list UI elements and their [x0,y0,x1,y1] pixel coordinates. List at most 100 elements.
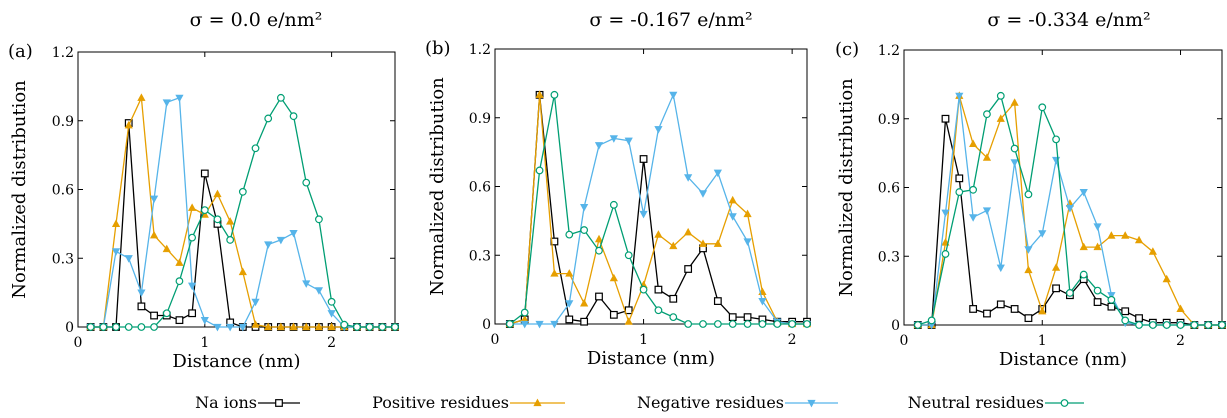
x-axis-label: Distance (nm) [587,348,715,369]
data-point [565,315,574,324]
data-point [1010,159,1019,167]
data-point [594,142,604,150]
data-point [1107,292,1116,300]
x-tick-label: 2 [788,332,797,348]
data-point [580,226,589,234]
data-point [1079,270,1088,279]
data-point [624,137,633,146]
legend-marker [275,399,283,407]
data-point [1162,274,1171,283]
data-point [1024,314,1033,323]
data-point [565,300,574,308]
data-point [302,322,311,331]
data-point [996,91,1005,100]
data-point [1024,246,1033,254]
data-point [86,323,95,331]
legend-marker [1060,399,1069,407]
data-point [1051,263,1061,271]
data-point [238,267,247,276]
data-point [1065,205,1075,213]
y-tick-label: 0.6 [469,180,491,196]
data-point [1121,307,1130,316]
data-point [594,234,604,243]
data-point [162,244,171,253]
panel-label: (b) [425,38,451,59]
data-point [684,265,693,273]
y-tick-label: 0.9 [878,112,900,128]
data-point [1010,98,1019,106]
data-point [595,292,603,301]
data-point [803,320,811,328]
data-point [1010,305,1019,313]
data-point [1052,284,1060,293]
data-point [505,320,514,328]
data-point [669,313,678,322]
data-point [137,323,146,331]
data-point [264,114,273,123]
data-point [684,320,693,328]
data-point [99,323,108,331]
data-point [996,114,1005,122]
x-tick-label: 0 [900,333,909,349]
data-point [1176,304,1185,313]
plot-frame [903,49,1223,326]
chart-panel-1: σ = 0.0 e/nm² (a) 0 0.3 0.6 0.9 1.2 0 1 2 Distance… [8,9,400,372]
data-point [669,91,678,100]
data-point [1121,316,1130,325]
data-point [1079,242,1088,251]
legend-label: Negative residues [637,393,784,412]
data-point [264,241,273,249]
data-point [913,321,922,329]
data-point [1107,295,1116,304]
legend-label: Positive residues [372,393,509,412]
data-point [654,126,663,134]
data-point [595,246,603,255]
panel-title: σ = -0.334 e/nm² [987,9,1150,31]
data-point [314,287,324,295]
data-point [1093,298,1102,306]
data-point [1038,230,1047,238]
data-point [1204,321,1213,329]
data-point [1093,242,1102,251]
x-tick-label: 0 [74,335,83,351]
data-point [609,135,618,143]
y-tick-label: 0.6 [878,181,900,197]
data-point [713,239,722,247]
data-point [276,236,285,245]
data-point [150,311,158,320]
data-point [927,316,936,325]
data-point [289,112,298,121]
data-point [773,320,782,328]
y-axis-label: Normalized distribution [9,80,30,299]
data-point [124,323,133,331]
data-point [251,320,260,328]
data-point [111,248,121,256]
data-point [213,215,222,224]
data-point [200,169,209,178]
data-point [315,215,323,224]
data-point [698,190,708,198]
data-point [955,174,964,183]
data-point [162,309,171,318]
data-point [983,110,991,119]
data-point [758,297,767,306]
data-point [624,251,633,260]
data-point [1024,265,1033,274]
data-point [1190,321,1199,329]
data-point [699,320,707,328]
data-point [728,213,737,221]
data-point [188,233,197,242]
data-point [955,188,964,196]
data-point [1093,286,1102,295]
y-tick-label: 0 [482,317,491,333]
data-point [112,323,120,331]
data-point [713,297,722,305]
data-point [226,323,235,332]
data-point [624,317,633,325]
data-point [175,94,184,103]
panel-label: (a) [8,41,33,62]
data-point [639,210,648,219]
x-tick-label: 1 [639,332,648,348]
data-point [743,238,752,246]
data-point [175,258,184,266]
